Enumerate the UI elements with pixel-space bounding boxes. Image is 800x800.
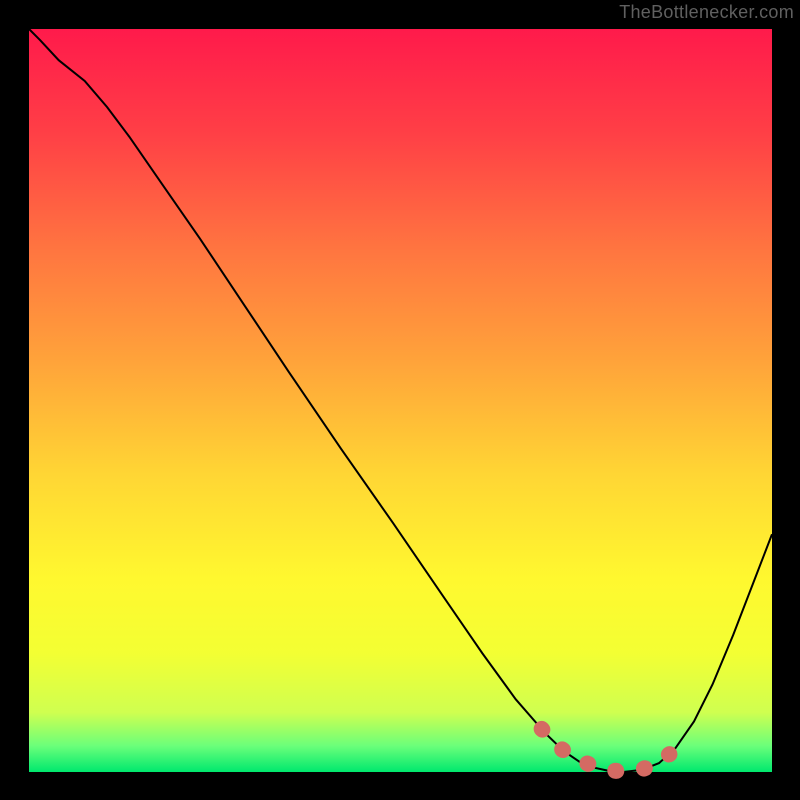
bottleneck-chart — [0, 0, 800, 800]
attribution-label: TheBottlenecker.com — [619, 2, 794, 23]
